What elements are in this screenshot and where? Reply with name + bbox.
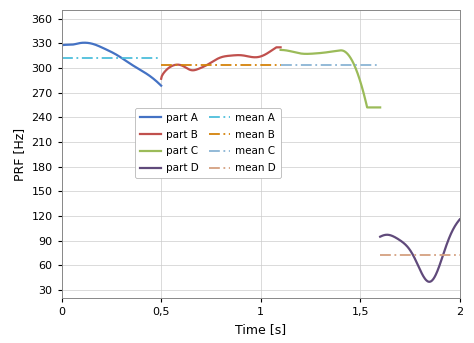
part B bbox=[278, 45, 283, 49]
part D bbox=[453, 222, 459, 226]
part D bbox=[399, 239, 404, 243]
Line: part B: part B bbox=[161, 47, 281, 79]
part A bbox=[63, 43, 68, 47]
part C bbox=[278, 48, 283, 52]
part C bbox=[304, 52, 310, 56]
Legend: part A, part B, part C, part D, mean A, mean B, mean C, mean D: part A, part B, part C, part D, mean A, … bbox=[135, 108, 281, 178]
mean B bbox=[158, 63, 164, 68]
part B bbox=[273, 45, 279, 49]
part A bbox=[59, 43, 64, 47]
part A bbox=[150, 76, 156, 81]
part D bbox=[392, 235, 398, 239]
part A bbox=[81, 41, 87, 45]
part C bbox=[296, 51, 302, 55]
X-axis label: Time [s]: Time [s] bbox=[235, 323, 286, 336]
part D bbox=[457, 217, 463, 222]
part A bbox=[65, 43, 71, 47]
part D bbox=[450, 227, 456, 231]
mean A bbox=[59, 56, 64, 60]
part B bbox=[267, 49, 273, 54]
part C bbox=[373, 105, 379, 109]
Y-axis label: PRF [Hz]: PRF [Hz] bbox=[13, 128, 26, 181]
Line: part A: part A bbox=[62, 43, 161, 86]
part C bbox=[377, 105, 383, 109]
part C bbox=[284, 48, 290, 52]
part D bbox=[377, 235, 383, 239]
part D bbox=[427, 280, 432, 284]
part B bbox=[190, 68, 196, 72]
part B bbox=[272, 46, 277, 50]
part D bbox=[381, 233, 386, 237]
part B bbox=[158, 77, 164, 81]
mean D bbox=[377, 253, 383, 257]
Line: part C: part C bbox=[281, 50, 380, 107]
part B bbox=[163, 68, 169, 72]
part D bbox=[382, 233, 388, 237]
Line: part D: part D bbox=[380, 220, 460, 282]
mean C bbox=[278, 63, 283, 68]
part A bbox=[158, 84, 164, 88]
part B bbox=[181, 64, 186, 68]
part A bbox=[86, 41, 91, 45]
mean A bbox=[158, 56, 164, 60]
mean B bbox=[278, 63, 283, 68]
mean D bbox=[457, 253, 463, 257]
part A bbox=[154, 79, 160, 83]
part B bbox=[165, 66, 171, 70]
part C bbox=[282, 48, 287, 52]
mean C bbox=[377, 63, 383, 68]
part C bbox=[369, 105, 375, 109]
part C bbox=[365, 105, 371, 109]
part A bbox=[77, 41, 83, 45]
